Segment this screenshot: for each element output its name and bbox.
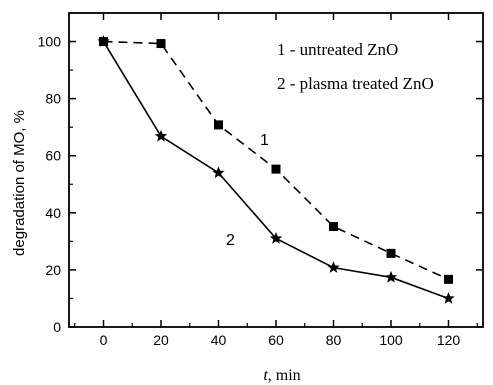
x-tick-label: 0 bbox=[100, 332, 108, 348]
curve-label-1: 1 bbox=[260, 132, 269, 149]
axes: 0 20 40 60 80 100 120 0 20 40 60 80 100 bbox=[38, 12, 484, 348]
y-tick-label: 20 bbox=[45, 262, 61, 278]
legend-entry-2: 2 - plasma treated ZnO bbox=[277, 74, 434, 93]
y-tick-label: 80 bbox=[45, 91, 61, 107]
labels-layer: 1 - untreated ZnO 2 - plasma treated ZnO… bbox=[11, 40, 434, 384]
series-2-point bbox=[269, 232, 283, 244]
x-tick-label: 40 bbox=[211, 332, 227, 348]
x-tick-label: 100 bbox=[379, 332, 403, 348]
series-1-point bbox=[386, 248, 396, 258]
x-tick-label: 80 bbox=[326, 332, 342, 348]
curve-label-2: 2 bbox=[226, 232, 235, 249]
series-2-point bbox=[327, 261, 340, 273]
x-axis-label: t, min bbox=[263, 367, 300, 384]
series-2-point bbox=[212, 166, 225, 179]
series-2-point bbox=[442, 291, 455, 304]
series-1-point bbox=[214, 120, 223, 130]
series-1-point bbox=[271, 164, 281, 174]
y-tick-label: 60 bbox=[45, 148, 61, 164]
y-axis-label: degradation of MO, % bbox=[11, 110, 28, 256]
series-1-point bbox=[156, 39, 166, 49]
y-tick-label: 40 bbox=[45, 205, 61, 221]
y-tick-label: 0 bbox=[53, 319, 61, 335]
y-tick-label: 100 bbox=[38, 34, 62, 50]
series-1-point bbox=[444, 274, 453, 284]
series-1-point bbox=[329, 222, 338, 232]
x-axis-label-unit: , min bbox=[268, 367, 301, 384]
legend-entry-1: 1 - untreated ZnO bbox=[277, 40, 398, 59]
x-tick-label: 60 bbox=[268, 332, 284, 348]
x-axis-label-var: t bbox=[263, 367, 268, 384]
series-2-point bbox=[154, 129, 168, 142]
series-2-point bbox=[97, 35, 110, 47]
series-2-point bbox=[384, 270, 398, 283]
x-tick-label: 20 bbox=[153, 332, 169, 348]
series-layer bbox=[97, 35, 455, 304]
x-tick-label: 120 bbox=[437, 332, 461, 348]
